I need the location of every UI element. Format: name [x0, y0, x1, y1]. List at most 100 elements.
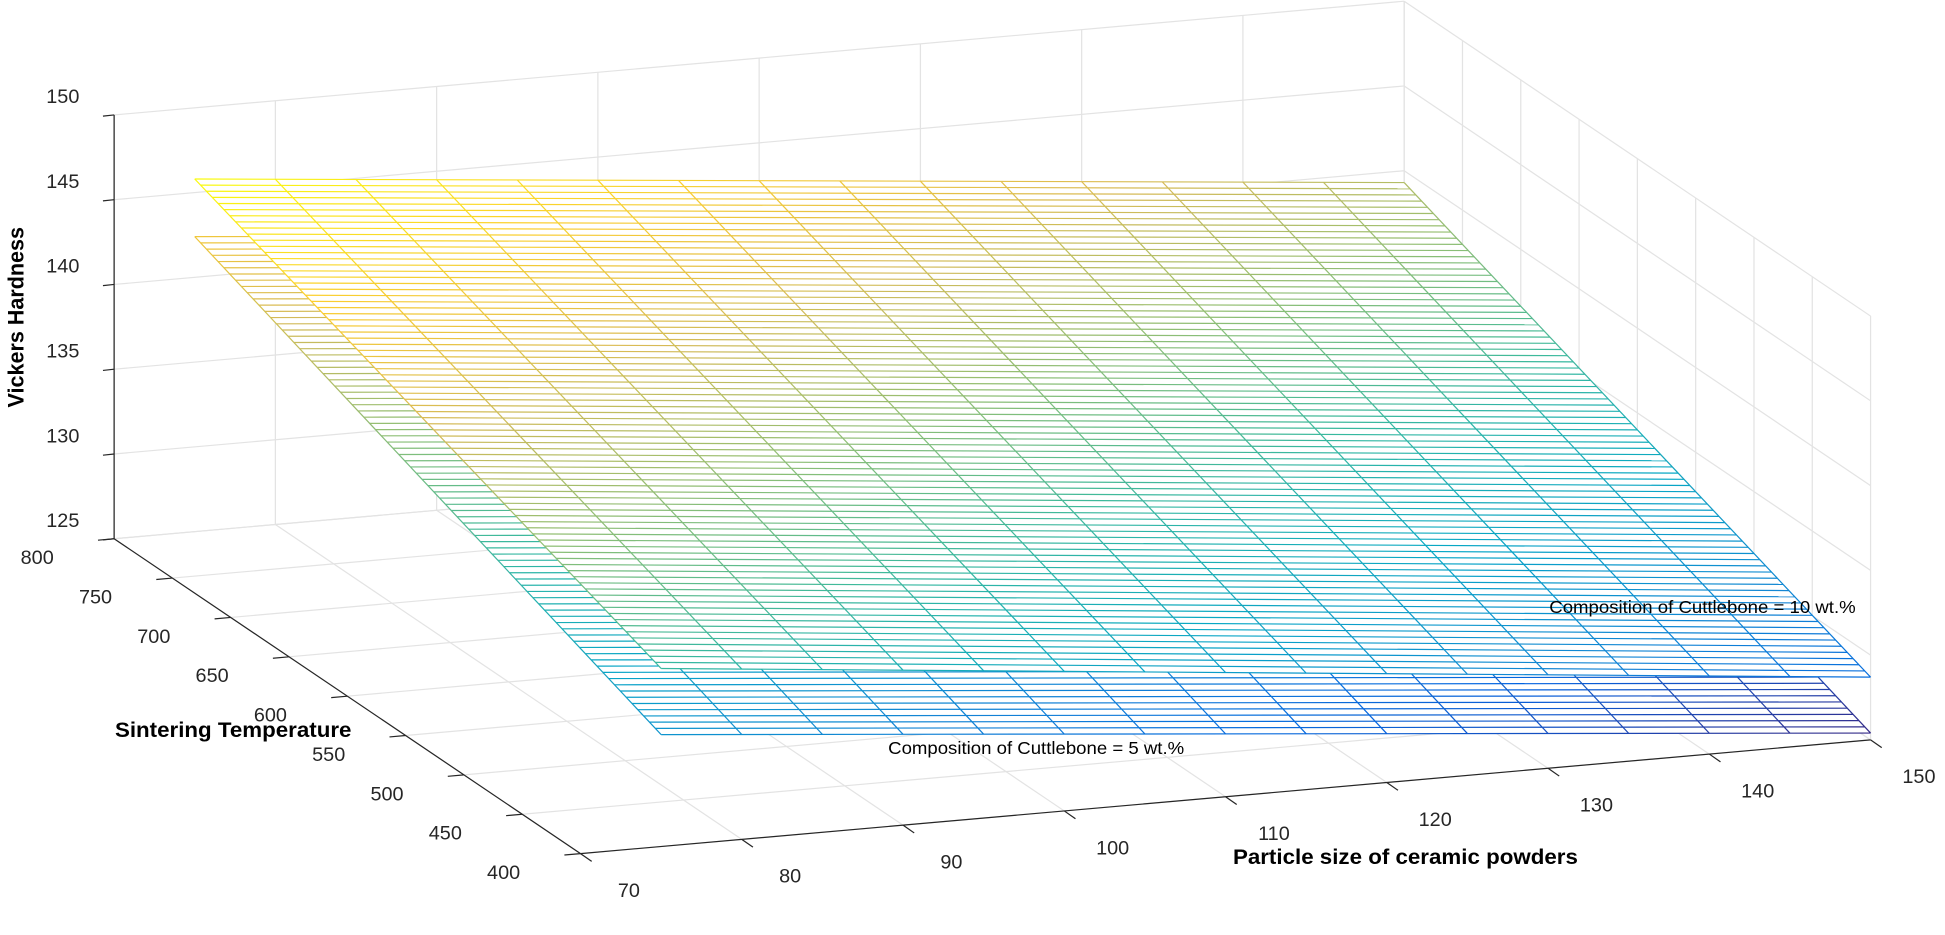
mesh-line [637, 707, 1848, 711]
mesh-line [404, 398, 1615, 406]
mesh-line [527, 527, 1737, 536]
y-tick-label: 800 [21, 547, 54, 569]
mesh-line [620, 625, 1830, 635]
x-tick-label: 90 [940, 852, 962, 874]
mesh-line [614, 618, 1824, 629]
mesh-line [573, 576, 1784, 586]
mesh-line [357, 349, 1568, 357]
mesh-line [392, 386, 1603, 394]
mesh-line [1323, 181, 1791, 677]
mesh-line [1081, 181, 1549, 676]
mesh-line [270, 257, 1480, 264]
x-tick-label: 120 [1419, 809, 1452, 831]
mesh-line [556, 557, 1766, 567]
x-tick [1386, 782, 1399, 791]
mesh-line [235, 221, 1445, 227]
x-tick [1547, 767, 1560, 777]
y-tick-label: 400 [487, 862, 520, 884]
y-tick [156, 577, 173, 581]
mesh-line [626, 631, 1836, 641]
y-axis-label: Sintering Temperature [115, 718, 352, 743]
mesh-line [328, 319, 1539, 326]
x-tick-label: 70 [618, 880, 640, 902]
surface-annotation: Composition of Cuttlebone = 10 wt.% [1549, 596, 1855, 617]
y-tick-label: 750 [79, 587, 112, 609]
mesh-line [253, 239, 1463, 246]
x-tick-label: 150 [1902, 767, 1935, 789]
mesh-line [352, 343, 1562, 351]
mesh-line [649, 720, 1859, 723]
mesh-line [503, 502, 1714, 511]
mesh-line [626, 695, 1836, 698]
mesh-line [655, 661, 1865, 672]
mesh-line [661, 667, 1871, 678]
mesh-line [288, 276, 1498, 283]
mesh-line [643, 713, 1854, 717]
mesh-line [608, 676, 1819, 680]
y-tick-label: 450 [429, 823, 462, 845]
mesh-line [194, 178, 1405, 184]
x-axis-label: Particle size of ceramic powders [1233, 844, 1578, 869]
mesh-line [550, 551, 1760, 561]
mesh-line [299, 288, 1510, 295]
mesh-line [317, 306, 1527, 314]
mesh-line [398, 392, 1609, 400]
z-tick-label: 145 [46, 171, 79, 193]
x-tick-label: 100 [1096, 838, 1129, 860]
mesh-line [643, 649, 1854, 660]
mesh-line [579, 582, 1789, 592]
mesh-line [602, 606, 1813, 616]
mesh-line [274, 178, 743, 670]
mesh-line [591, 594, 1801, 604]
mesh-line [597, 179, 1065, 672]
mesh-line [521, 521, 1731, 530]
x-tick [741, 838, 754, 848]
y-tick [331, 695, 348, 699]
mesh-line [637, 643, 1848, 654]
z-tick-label: 135 [46, 341, 79, 363]
mesh-line [462, 459, 1673, 468]
y-tick [564, 852, 581, 856]
x-tick [1225, 796, 1238, 805]
z-tick [102, 114, 115, 117]
mesh-line [427, 423, 1638, 431]
mesh-line [1000, 180, 1468, 675]
mesh-line [369, 361, 1580, 369]
z-tick [102, 199, 115, 202]
mesh-line [597, 600, 1807, 610]
x-tick [1708, 753, 1721, 763]
mesh-line [194, 178, 662, 669]
mesh-line [1403, 182, 1872, 678]
mesh-line [509, 508, 1719, 518]
mesh-line [293, 282, 1504, 289]
mesh-line [311, 300, 1521, 307]
mesh-line [241, 227, 1451, 233]
z-tick [102, 538, 115, 541]
z-tick-label: 130 [46, 426, 79, 448]
mesh-line [363, 355, 1574, 363]
mesh-line [661, 732, 1871, 736]
grid-line [114, 0, 1405, 116]
z-tick [102, 368, 115, 372]
y-tick-label: 550 [312, 744, 345, 766]
z-tick [102, 453, 115, 456]
mesh-line [492, 490, 1702, 499]
z-tick-label: 140 [46, 256, 79, 278]
mesh-line [532, 533, 1743, 542]
grid-line [1403, 0, 1871, 317]
mesh-line [457, 453, 1667, 462]
mesh-line [387, 380, 1597, 388]
mesh-line [1161, 181, 1630, 676]
mesh-line [515, 514, 1725, 524]
mesh-line [632, 701, 1842, 705]
z-tick-label: 125 [46, 510, 79, 532]
x-tick [1063, 810, 1076, 820]
mesh-line [445, 441, 1655, 450]
mesh-line [439, 435, 1650, 443]
mesh-line [258, 245, 1469, 252]
mesh-line [649, 655, 1859, 666]
x-tick [902, 824, 915, 834]
x-tick-label: 80 [779, 866, 801, 888]
